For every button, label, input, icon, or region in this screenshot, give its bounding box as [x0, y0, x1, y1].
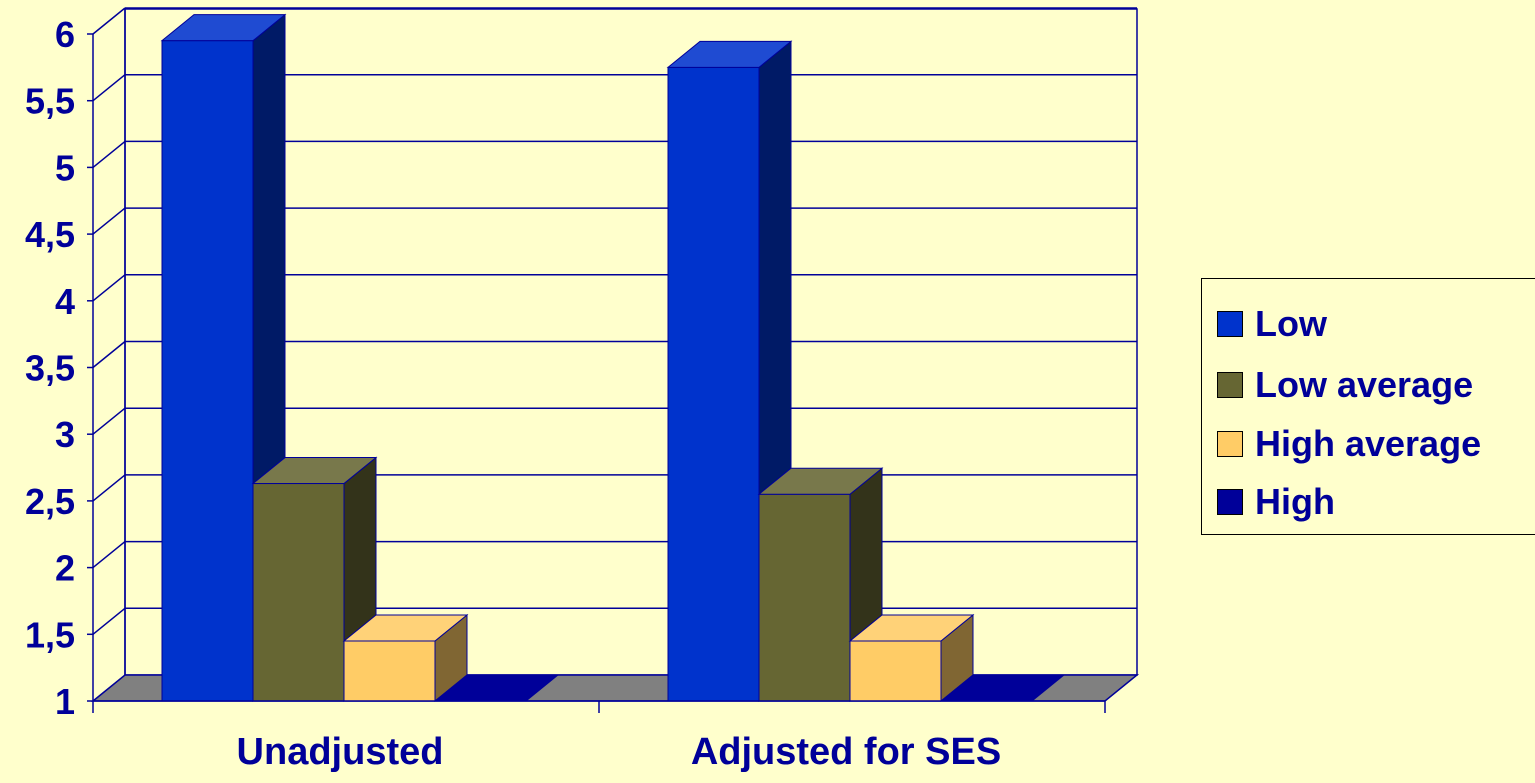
y-tick-label: 1,5: [25, 614, 75, 655]
gridline-side: [92, 340, 126, 369]
legend-item-low-average: Low average: [1217, 360, 1473, 410]
bar-low-unadjusted: [161, 40, 254, 702]
gridline-side: [92, 541, 126, 569]
legend-label-high-average: High average: [1255, 423, 1482, 464]
gridline-side: [92, 474, 126, 502]
bar-high-average-adjusted-for-ses: [849, 640, 942, 702]
x-tick-label-unadjusted: Unadjusted: [237, 731, 444, 773]
bar-top-high-average-adjusted-for-ses: [848, 614, 975, 642]
legend-label-high: High: [1255, 481, 1335, 522]
bar-top-low-average-unadjusted: [251, 457, 378, 485]
legend-item-low: Low: [1217, 299, 1327, 349]
bar-low-adjusted-for-ses: [667, 66, 760, 702]
legend-label-low: Low: [1255, 303, 1327, 344]
y-tick-label: 6: [55, 14, 75, 55]
bar-high-average-unadjusted: [343, 640, 436, 702]
y-tick-label: 5,5: [25, 81, 75, 122]
gridline-side: [92, 274, 126, 302]
x-tick-label-adjusted-for-ses: Adjusted for SES: [691, 731, 1001, 773]
legend-swatch-high-average: [1217, 431, 1243, 457]
y-tick-label: 2: [55, 548, 75, 589]
bar-top-high-average-unadjusted: [342, 614, 469, 642]
legend-swatch-low: [1217, 311, 1243, 337]
bar-top-low-adjusted-for-ses: [666, 40, 793, 68]
gridline-side: [92, 7, 126, 35]
y-tick-label: 1: [55, 681, 75, 722]
y-tick-label: 3,5: [25, 348, 75, 389]
bar-top-low-average-adjusted-for-ses: [757, 467, 884, 495]
legend: Low Low average High average High: [1201, 278, 1535, 535]
legend-item-high: High: [1217, 477, 1335, 527]
legend-label-low-average: Low average: [1255, 364, 1474, 405]
gridline-side: [92, 74, 126, 102]
y-tick-label: 2,5: [25, 481, 75, 522]
bar-low-average-unadjusted: [252, 483, 345, 702]
y-tick-label: 4,5: [25, 214, 75, 255]
bar-top-low-unadjusted: [160, 14, 287, 42]
gridline-side: [92, 140, 126, 168]
y-tick-label: 4: [55, 281, 75, 322]
gridline-side: [92, 607, 126, 635]
legend-swatch-low-average: [1217, 372, 1243, 398]
legend-swatch-high: [1217, 489, 1243, 515]
gridline-side: [92, 407, 126, 435]
y-tick-label: 5: [55, 147, 75, 188]
gridline-side: [92, 207, 126, 235]
bar-low-average-adjusted-for-ses: [758, 493, 851, 702]
legend-item-high-average: High average: [1217, 419, 1481, 469]
y-tick-label: 3: [55, 414, 75, 455]
